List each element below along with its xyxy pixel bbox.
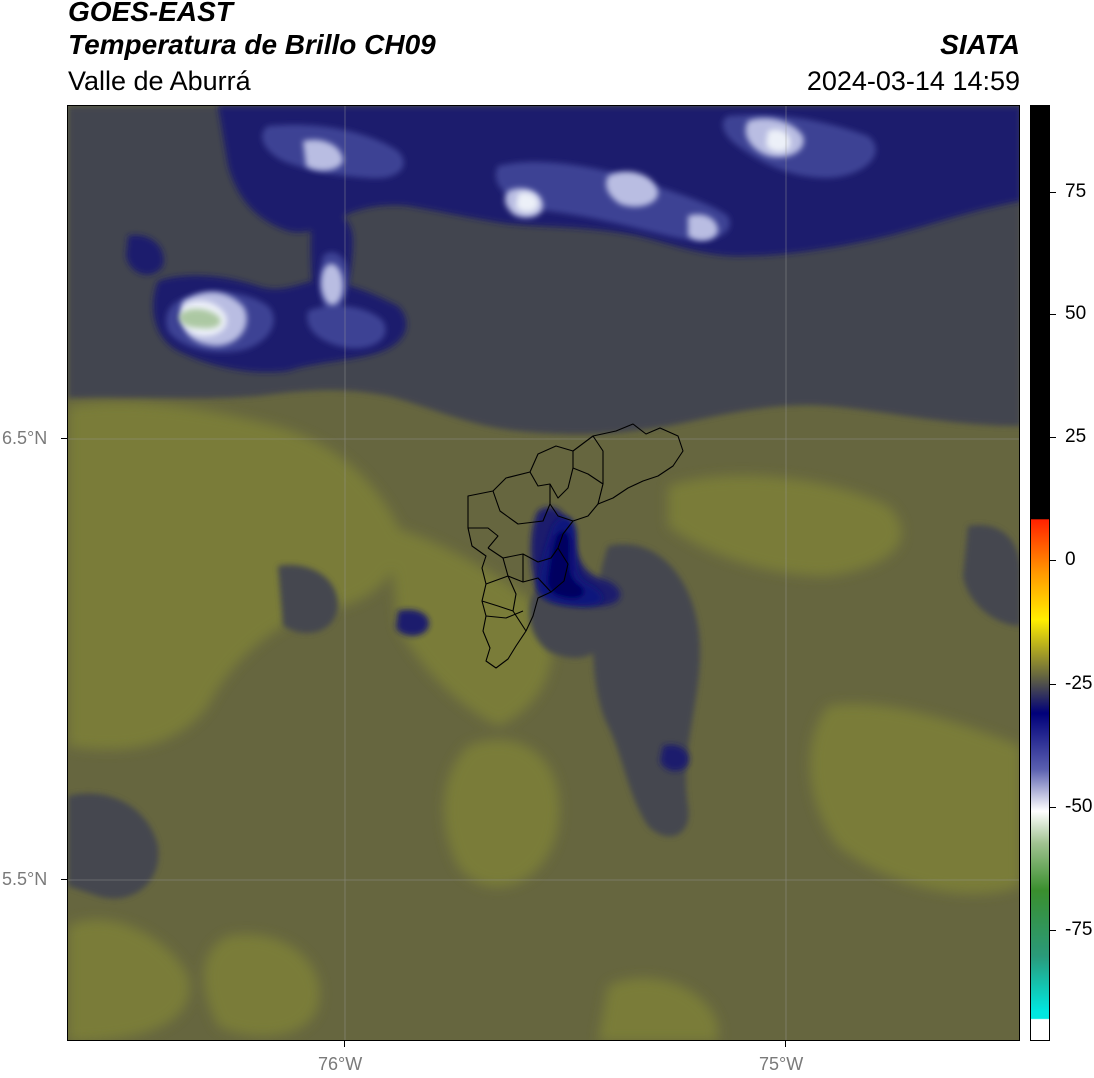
lon-tick-mark — [344, 1041, 345, 1047]
colorbar-tick — [1050, 560, 1056, 561]
colorbar-tick — [1050, 684, 1056, 685]
lat-tick-mark — [61, 438, 67, 439]
colorbar-tick — [1050, 930, 1056, 931]
colorbar-tick — [1050, 192, 1056, 193]
gridlines — [68, 106, 1019, 1040]
colorbar-label-25: 25 — [1065, 426, 1087, 447]
colorbar-tick — [1050, 807, 1056, 808]
colorbar-tick — [1050, 314, 1056, 315]
colorbar-label-50: 50 — [1065, 303, 1087, 324]
colorbar-label-0: 0 — [1065, 549, 1076, 570]
institution-label: SIATA — [940, 29, 1020, 60]
colorbar-label-neg50: -50 — [1065, 796, 1093, 817]
satellite-title: GOES-EAST — [68, 0, 233, 27]
product-title: Temperatura de Brillo CH09 — [68, 29, 436, 60]
lon-tick-mark — [785, 1041, 786, 1047]
lat-tick-mark — [61, 879, 67, 880]
lat-tick-5-5: 5.5°N — [2, 869, 48, 889]
valley-convective-cell — [538, 517, 603, 606]
colorbar-label-neg75: -75 — [1065, 919, 1093, 940]
datetime-label: 2024-03-14 14:59 — [806, 66, 1020, 96]
lon-tick-76w: 76°W — [318, 1054, 363, 1074]
lon-tick-75w: 75°W — [759, 1054, 804, 1074]
coldest-core — [179, 308, 221, 329]
region-subtitle: Valle de Aburrá — [68, 66, 251, 96]
colorbar-tick — [1050, 437, 1056, 438]
brightness-temperature-map — [67, 105, 1020, 1041]
municipal-boundaries — [467, 423, 684, 669]
colorbar — [1030, 105, 1050, 1041]
map-canvas — [68, 106, 1019, 1040]
warm-patches — [68, 402, 1019, 1040]
lat-tick-6-5: 6.5°N — [2, 428, 48, 448]
colorbar-label-neg25: -25 — [1065, 673, 1093, 694]
colorbar-label-75: 75 — [1065, 181, 1087, 202]
